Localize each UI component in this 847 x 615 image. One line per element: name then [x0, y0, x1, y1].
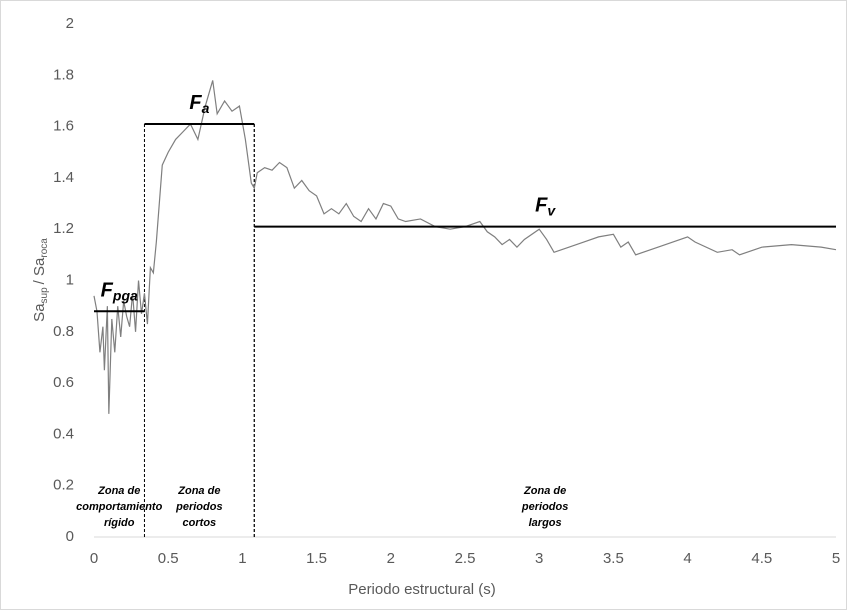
- reference-label: Fpga: [101, 280, 138, 303]
- y-tick-label: 1.2: [53, 220, 74, 237]
- zone-label-line: Zona de: [523, 485, 566, 497]
- y-tick-label: 1.4: [53, 169, 74, 186]
- zone-label: Zona de comportamiento rígido: [76, 485, 162, 529]
- y-tick-label: 1.8: [53, 66, 74, 83]
- y-label-sub: roca: [39, 238, 50, 258]
- x-tick-label: 1.5: [306, 550, 327, 567]
- y-axis-label: Sasup / Saroca: [31, 238, 50, 322]
- y-label-part: Sa: [31, 303, 48, 322]
- zone-label-line: comportamiento: [76, 501, 162, 513]
- x-tick-label: 5: [832, 550, 840, 567]
- reference-label-main: F: [101, 280, 114, 302]
- x-tick-label: 4.5: [751, 550, 772, 567]
- zone-label-line: Zona de: [97, 485, 140, 497]
- x-tick-label: 1: [238, 550, 246, 567]
- zone-label: Zona de periodos largos: [521, 485, 568, 529]
- x-tick-label: 3: [535, 550, 543, 567]
- zone-label: Zona de periodos cortos: [175, 485, 222, 529]
- y-tick-label: 1.6: [53, 118, 74, 135]
- x-tick-label: 3.5: [603, 550, 624, 567]
- reference-label-main: F: [189, 92, 202, 114]
- y-label-part: / Sa: [31, 257, 48, 284]
- y-tick-label: 2: [66, 15, 74, 32]
- zone-label-line: periodos: [521, 501, 568, 513]
- y-tick-label: 0.8: [53, 323, 74, 340]
- reference-label: Fv: [535, 195, 556, 218]
- zone-label-line: largos: [529, 517, 562, 529]
- x-axis-label: Periodo estructural (s): [348, 581, 496, 598]
- y-tick-label: 1: [66, 271, 74, 288]
- x-tick-label: 2: [387, 550, 395, 567]
- reference-label: Fa: [189, 92, 209, 115]
- x-tick-label: 0: [90, 550, 98, 567]
- zone-label-line: periodos: [175, 501, 222, 513]
- reference-label-sub: v: [547, 202, 556, 218]
- x-tick-label: 2.5: [455, 550, 476, 567]
- zone-label-line: Zona de: [177, 485, 220, 497]
- x-tick-label: 4: [683, 550, 691, 567]
- y-tick-label: 0.6: [53, 374, 74, 391]
- y-tick-label: 0.4: [53, 425, 74, 442]
- reference-label-main: F: [535, 195, 548, 217]
- reference-label-sub: a: [202, 100, 210, 116]
- y-label-sub: sup: [39, 287, 50, 304]
- zone-label-line: cortos: [183, 517, 217, 529]
- reference-label-sub: pga: [112, 287, 138, 303]
- y-tick-label: 0: [66, 528, 74, 545]
- data-line: [93, 80, 837, 414]
- x-tick-label: 0.5: [158, 550, 179, 567]
- y-tick-label: 0.2: [53, 477, 74, 494]
- zone-label-line: rígido: [104, 517, 135, 529]
